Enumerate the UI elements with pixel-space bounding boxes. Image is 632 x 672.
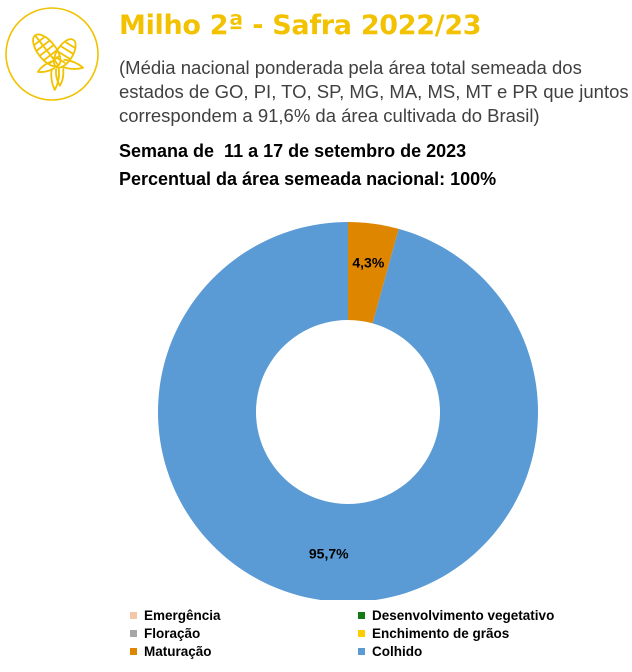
chart-legend: Emergência Desenvolvimento vegetativo Flor…	[130, 608, 610, 659]
donut-chart: 4,3% 95,7%	[158, 222, 538, 600]
legend-swatch	[358, 648, 365, 655]
legend-item-maturação: Maturação	[130, 644, 358, 659]
chart-title: Milho 2ª - Safra 2022/23	[119, 10, 482, 41]
legend-swatch	[358, 630, 365, 637]
week-label: Semana de 11 a 17 de setembro de 2023	[119, 141, 467, 161]
legend-label: Maturação	[144, 644, 212, 659]
legend-label: Emergência	[144, 608, 221, 623]
legend-item-colhido: Colhido	[358, 644, 608, 659]
legend-label: Enchimento de grãos	[372, 626, 510, 641]
legend-swatch	[130, 648, 137, 655]
data-label-maturação: 4,3%	[352, 254, 384, 270]
data-label-colhido: 95,7%	[309, 546, 349, 562]
legend-item-desenvolvimento-vegetativo: Desenvolvimento vegetativo	[358, 608, 608, 623]
donut-slice-maturação	[348, 222, 399, 324]
corn-logo-icon	[5, 7, 99, 101]
legend-label: Desenvolvimento vegetativo	[372, 608, 555, 623]
area-percent-label: Percentual da área semeada nacional: 100…	[119, 169, 497, 189]
legend-label: Colhido	[372, 644, 423, 659]
legend-swatch	[130, 612, 137, 619]
legend-item-enchimento-de-grãos: Enchimento de grãos	[358, 626, 608, 641]
chart-subtitle: (Média nacional ponderada pela área tota…	[119, 57, 629, 126]
legend-swatch	[130, 630, 137, 637]
legend-item-floração: Floração	[130, 626, 358, 641]
legend-swatch	[358, 612, 365, 619]
legend-label: Floração	[144, 626, 201, 641]
legend-item-emergência: Emergência	[130, 608, 358, 623]
donut-slice-colhido	[158, 222, 538, 600]
